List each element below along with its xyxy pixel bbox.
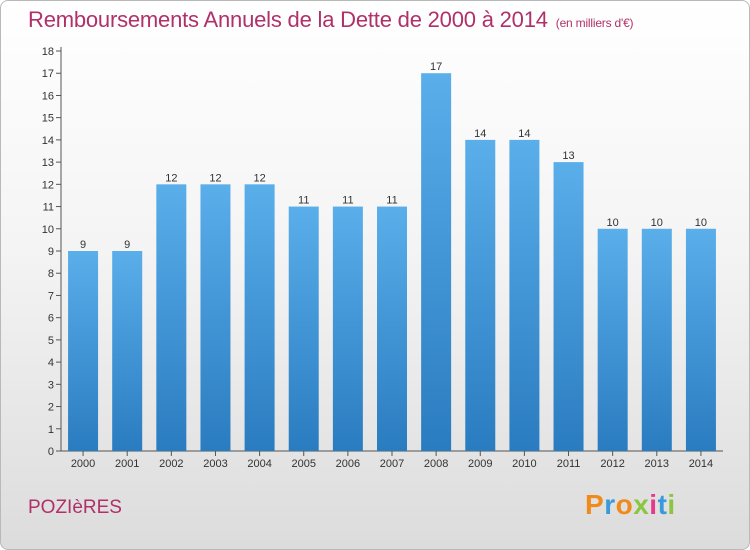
data-label: 11: [342, 195, 353, 207]
bar: [465, 139, 496, 451]
data-label: 10: [607, 217, 619, 229]
y-tick-label: 6: [48, 313, 54, 325]
y-tick-label: 5: [48, 335, 54, 347]
logo-letter: r: [604, 489, 616, 520]
x-tick-label: 2002: [159, 458, 183, 470]
logo-letter: P: [585, 489, 605, 520]
x-tick-label: 2003: [203, 458, 227, 470]
x-tick-label: 2009: [468, 458, 492, 470]
x-tick-label: 2004: [247, 458, 271, 470]
logo-letter: i: [649, 489, 658, 520]
y-tick-label: 10: [42, 224, 54, 236]
data-label: 14: [474, 128, 486, 140]
y-tick-label: 8: [48, 268, 54, 280]
y-tick-label: 13: [42, 157, 54, 169]
chart-title: Remboursements Annuels de la Dette de 20…: [28, 7, 634, 33]
chart-title-text: Remboursements Annuels de la Dette de 20…: [28, 7, 548, 32]
y-tick-label: 14: [42, 135, 54, 147]
y-tick-label: 1: [48, 424, 54, 436]
bar: [421, 73, 452, 451]
x-tick-label: 2012: [600, 458, 624, 470]
y-tick-label: 15: [42, 113, 54, 125]
bar: [509, 139, 540, 451]
x-tick-label: 2010: [512, 458, 536, 470]
bar: [244, 184, 275, 452]
y-tick-label: 9: [48, 246, 54, 258]
logo-letter: x: [633, 489, 650, 520]
data-label: 9: [124, 239, 130, 251]
data-label: 17: [430, 61, 442, 73]
y-tick-label: 7: [48, 290, 54, 302]
y-tick-label: 0: [48, 446, 54, 458]
y-tick-label: 4: [48, 357, 54, 369]
bar: [200, 184, 231, 452]
bar: [553, 162, 584, 451]
data-label: 12: [209, 172, 221, 184]
logo-letter: i: [667, 489, 676, 520]
x-tick-label: 2006: [336, 458, 360, 470]
chart-unit: (en milliers d'€): [555, 16, 634, 30]
logo-letter: o: [615, 489, 634, 520]
x-tick-label: 2001: [115, 458, 139, 470]
bar: [597, 228, 628, 451]
x-tick-label: 2007: [380, 458, 404, 470]
bar: [68, 251, 99, 451]
bar: [156, 184, 187, 452]
data-label: 12: [165, 172, 177, 184]
x-tick-label: 2008: [424, 458, 448, 470]
bar: [288, 206, 319, 451]
data-label: 11: [386, 195, 397, 207]
y-tick-label: 3: [48, 379, 54, 391]
bar: [377, 206, 407, 451]
data-label: 9: [80, 239, 86, 251]
data-label: 10: [695, 217, 707, 229]
logo-letter: t: [657, 489, 668, 520]
bar: [332, 206, 363, 451]
bar: [641, 228, 672, 451]
commune-name: POZIèRES: [28, 497, 122, 518]
data-label: 13: [562, 150, 574, 162]
y-tick-label: 12: [42, 179, 54, 191]
y-tick-label: 16: [42, 90, 54, 102]
data-label: 11: [298, 195, 309, 207]
data-label: 10: [651, 217, 663, 229]
x-tick-label: 2011: [557, 458, 581, 470]
data-label: 14: [518, 128, 530, 140]
y-tick-label: 11: [43, 202, 54, 214]
proxiti-logo[interactable]: Proxiti: [585, 489, 676, 521]
data-label: 12: [253, 172, 265, 184]
x-tick-label: 2014: [689, 458, 713, 470]
x-tick-label: 2000: [71, 458, 95, 470]
y-tick-label: 18: [42, 46, 54, 58]
bar: [685, 228, 716, 451]
y-tick-label: 2: [48, 402, 54, 414]
y-tick-label: 17: [42, 68, 54, 80]
x-tick-label: 2013: [645, 458, 669, 470]
bar: [112, 251, 143, 451]
x-tick-label: 2005: [291, 458, 315, 470]
